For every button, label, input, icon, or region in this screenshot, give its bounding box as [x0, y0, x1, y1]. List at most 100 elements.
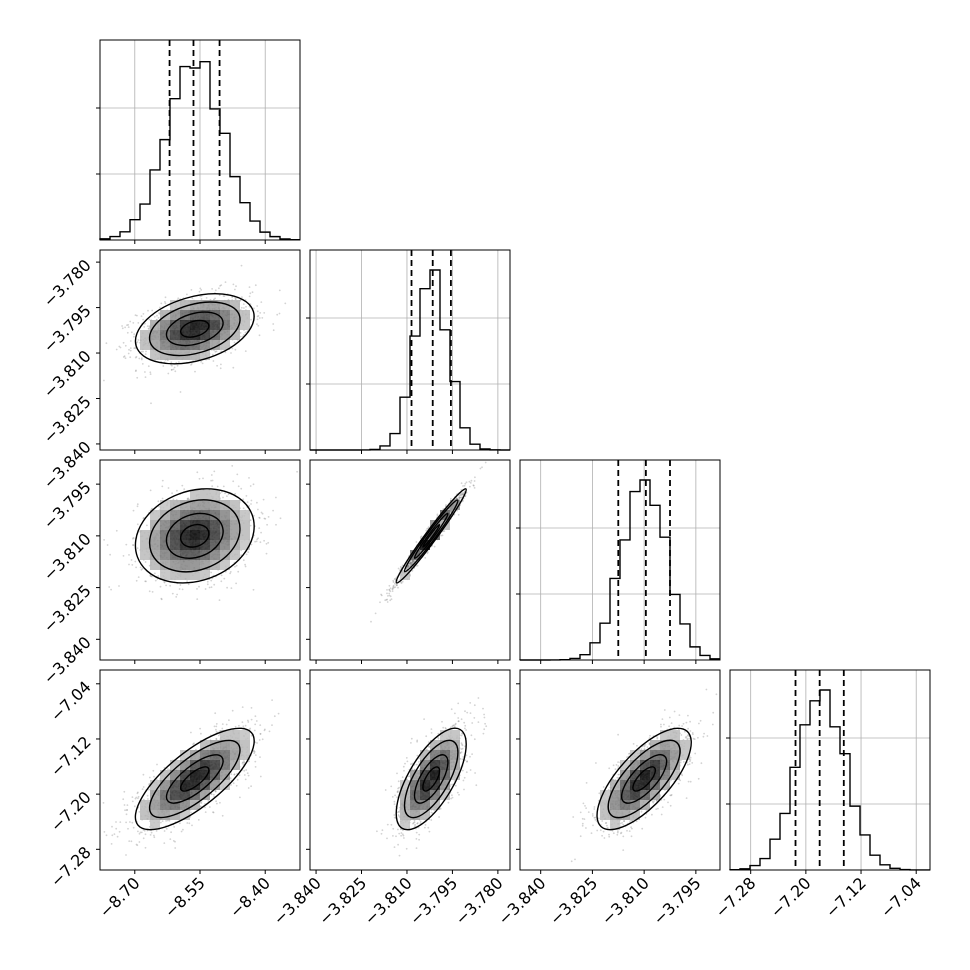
sample-point [167, 373, 169, 375]
sample-point [168, 487, 170, 489]
sample-point [260, 301, 262, 303]
sample-point [111, 826, 113, 828]
sample-point [408, 565, 410, 567]
sample-point [127, 828, 129, 830]
sample-point [260, 776, 262, 778]
sample-point [248, 477, 250, 479]
sample-point [103, 539, 105, 541]
density-cell [210, 530, 220, 540]
sample-point [133, 537, 135, 539]
sample-point [394, 586, 396, 588]
sample-point [222, 497, 224, 499]
sample-point [141, 351, 143, 353]
sample-point [165, 585, 167, 587]
sample-point [147, 310, 149, 312]
density-cell [180, 560, 190, 570]
scatter-panel-2-0 [96, 460, 300, 664]
sample-point [130, 350, 132, 352]
sample-point [164, 301, 166, 303]
sample-point [160, 598, 162, 600]
sample-point [232, 367, 234, 369]
sample-point [258, 517, 260, 519]
sample-point [138, 576, 140, 578]
sample-point [458, 514, 460, 516]
sample-point [280, 517, 282, 519]
sample-point [132, 322, 134, 324]
density-cell [140, 530, 150, 540]
sample-point [471, 480, 473, 482]
sample-point [247, 501, 249, 503]
density-cell [230, 310, 240, 320]
sample-point [107, 544, 109, 546]
density-cell [140, 550, 150, 560]
sample-point [474, 480, 476, 482]
sample-point [153, 836, 155, 838]
density-cell [240, 320, 250, 330]
sample-point [268, 516, 270, 518]
sample-point [462, 493, 464, 495]
sample-point [226, 724, 228, 726]
density-cell [190, 490, 200, 500]
sample-point [188, 583, 190, 585]
sample-point [243, 307, 245, 309]
sample-point [256, 541, 258, 543]
sample-point [150, 575, 152, 577]
density-cell [160, 570, 170, 580]
sample-point [108, 586, 110, 588]
sample-point [158, 317, 160, 319]
sample-point [110, 589, 112, 591]
sample-point [485, 462, 487, 464]
sample-point [147, 798, 149, 800]
sample-point [210, 580, 212, 582]
sample-point [142, 351, 144, 353]
density-cell [170, 510, 180, 520]
sample-point [170, 361, 172, 363]
sample-point [266, 543, 268, 545]
sample-point [250, 485, 252, 487]
sample-point [266, 524, 268, 526]
sample-point [179, 588, 181, 590]
sample-point [213, 360, 215, 362]
sample-point [225, 281, 227, 283]
sample-point [141, 569, 143, 571]
sample-point [176, 594, 178, 596]
sample-point [249, 296, 251, 298]
sample-point [231, 348, 233, 350]
density-cell [160, 500, 170, 510]
sample-point [450, 510, 452, 512]
sample-point [162, 480, 164, 482]
sample-point [253, 483, 255, 485]
sample-point [149, 590, 151, 592]
sample-point [384, 599, 386, 601]
sample-point [171, 365, 173, 367]
sample-point [128, 353, 130, 355]
sample-point [188, 822, 190, 824]
sample-point [151, 310, 153, 312]
sample-point [241, 307, 243, 309]
sample-point [135, 370, 137, 372]
sample-point [223, 486, 225, 488]
sample-point [223, 578, 225, 580]
sample-point [200, 296, 202, 298]
sample-point [123, 555, 125, 557]
sample-point [434, 546, 436, 548]
density-cell [240, 530, 250, 540]
sample-point [109, 554, 111, 556]
sample-point [180, 391, 182, 393]
sample-point [149, 777, 151, 779]
sample-point [118, 346, 120, 348]
sample-point [253, 752, 255, 754]
sample-point [137, 339, 139, 341]
sample-point [125, 357, 127, 359]
sample-point [400, 566, 402, 568]
sample-point [245, 306, 247, 308]
sample-point [388, 589, 390, 591]
sample-point [260, 541, 262, 543]
sample-point [116, 530, 118, 532]
sample-point [194, 371, 196, 373]
sample-point [235, 349, 237, 351]
sample-point [214, 726, 216, 728]
sample-point [156, 830, 158, 832]
sample-point [402, 581, 404, 583]
sample-point [164, 830, 166, 832]
